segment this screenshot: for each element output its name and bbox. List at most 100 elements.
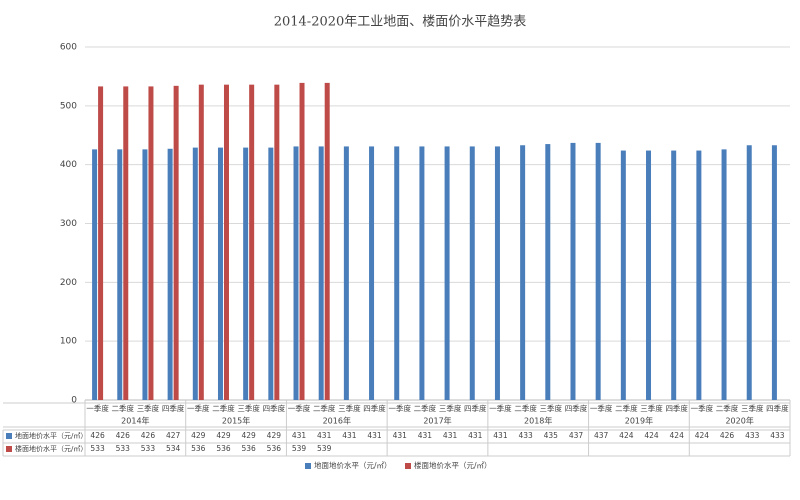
x-tick-label: 三季度 (137, 403, 160, 413)
bar (343, 146, 349, 400)
group-label: 2020年 (725, 416, 753, 426)
table-value: 539 (292, 444, 307, 453)
x-tick-label: 一季度 (691, 403, 714, 413)
bar (318, 146, 324, 400)
x-tick-label: 二季度 (313, 403, 336, 413)
bar (746, 145, 752, 400)
x-tick-label: 四季度 (363, 403, 386, 413)
group-label: 2014年 (121, 416, 149, 426)
group-label: 2019年 (625, 416, 653, 426)
legend-label: 地面地价水平（元/㎡） (314, 460, 392, 470)
bar (117, 149, 123, 400)
bar (268, 147, 274, 400)
table-value: 536 (241, 444, 256, 453)
x-tick-label: 三季度 (741, 403, 764, 413)
x-tick-label: 一季度 (86, 403, 109, 413)
table-legend-key (6, 433, 12, 439)
bar (570, 142, 576, 401)
bar (324, 82, 330, 400)
bar (249, 84, 255, 401)
table-value: 424 (670, 431, 685, 440)
table-value: 433 (770, 431, 785, 440)
x-tick-label: 二季度 (212, 403, 235, 413)
bar (494, 146, 500, 400)
table-value: 426 (90, 431, 105, 440)
table-value: 431 (317, 431, 332, 440)
group-label: 2018年 (524, 416, 552, 426)
bar (671, 150, 677, 400)
table-value: 429 (267, 431, 282, 440)
x-tick-label: 四季度 (162, 403, 185, 413)
y-tick-label: 500 (60, 101, 77, 111)
x-tick-label: 四季度 (565, 403, 588, 413)
bar (771, 145, 777, 400)
x-tick-label: 三季度 (338, 403, 361, 413)
x-tick-label: 二季度 (414, 403, 437, 413)
table-value: 431 (468, 431, 483, 440)
bar (620, 150, 626, 400)
legend-key (305, 463, 311, 469)
table-value: 424 (619, 431, 634, 440)
bar (148, 86, 154, 400)
bar (123, 86, 129, 400)
table-value: 539 (317, 444, 332, 453)
table-value: 429 (241, 431, 256, 440)
bar (198, 84, 204, 401)
table-value: 536 (216, 444, 231, 453)
table-value: 431 (393, 431, 408, 440)
table-value: 426 (141, 431, 156, 440)
bar (419, 146, 425, 400)
bar (92, 149, 98, 400)
x-tick-label: 二季度 (112, 403, 135, 413)
table-value: 424 (695, 431, 710, 440)
table-value: 427 (166, 431, 181, 440)
table-value: 431 (292, 431, 307, 440)
y-tick-label: 200 (60, 278, 77, 288)
bar (595, 142, 601, 401)
table-value: 429 (216, 431, 231, 440)
bar (293, 146, 299, 400)
bar (299, 82, 305, 400)
table-value: 435 (544, 431, 559, 440)
x-tick-label: 一季度 (187, 403, 210, 413)
group-label: 2016年 (323, 416, 351, 426)
bar (394, 146, 400, 400)
x-tick-label: 四季度 (263, 403, 286, 413)
table-value: 433 (745, 431, 760, 440)
table-series-name: 楼面地价水平（元/㎡） (15, 444, 87, 453)
table-value: 534 (166, 444, 181, 453)
table-value: 426 (116, 431, 131, 440)
bar (223, 84, 229, 401)
bar (721, 149, 727, 400)
x-tick-label: 三季度 (640, 403, 663, 413)
table-series-name: 地面地价水平（元/㎡） (15, 431, 87, 440)
bar (369, 146, 375, 400)
x-tick-label: 二季度 (514, 403, 537, 413)
x-tick-label: 四季度 (665, 403, 688, 413)
chart-title: 2014-2020年工业地面、楼面价水平趋势表 (274, 14, 527, 30)
group-label: 2017年 (423, 416, 451, 426)
bar (520, 145, 526, 400)
bar (646, 150, 652, 400)
table-value: 433 (518, 431, 533, 440)
bar (192, 147, 198, 400)
table-value: 431 (443, 431, 458, 440)
bar (469, 146, 475, 400)
y-tick-label: 100 (60, 337, 77, 347)
table-value: 431 (342, 431, 357, 440)
x-tick-label: 四季度 (464, 403, 487, 413)
bar (217, 147, 223, 400)
x-tick-label: 二季度 (716, 403, 739, 413)
table-value: 536 (267, 444, 282, 453)
y-tick-label: 300 (60, 219, 77, 229)
bar (696, 150, 702, 400)
table-value: 536 (191, 444, 206, 453)
table-value: 533 (90, 444, 105, 453)
bar (243, 147, 249, 400)
table-value: 437 (594, 431, 609, 440)
table-value: 431 (367, 431, 382, 440)
x-tick-label: 一季度 (388, 403, 411, 413)
x-tick-label: 一季度 (489, 403, 512, 413)
